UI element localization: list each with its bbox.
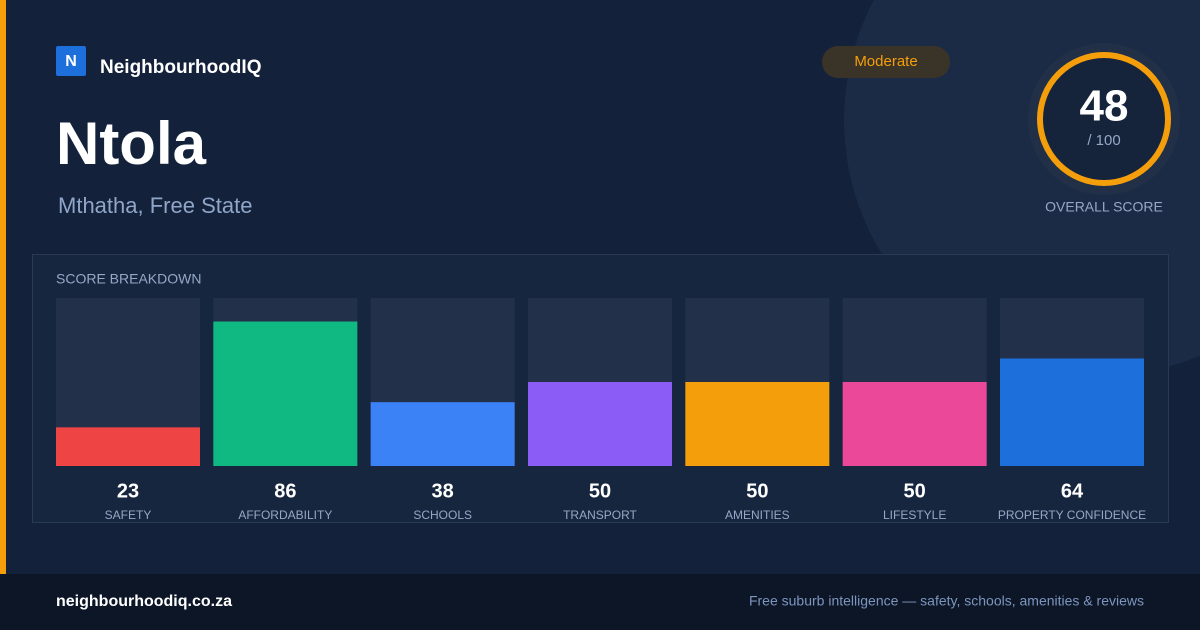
bar-label: SCHOOLS xyxy=(413,508,472,522)
bar-value: 23 xyxy=(117,480,139,502)
brand-name: NeighbourhoodIQ xyxy=(100,57,261,78)
bar xyxy=(528,382,672,466)
badge xyxy=(822,46,950,78)
bar-label: SAFETY xyxy=(105,508,152,522)
badge-text: Moderate xyxy=(854,53,917,70)
footer-bar xyxy=(0,574,1200,630)
breakdown-title: SCORE BREAKDOWN xyxy=(56,271,201,287)
bar xyxy=(685,382,830,466)
subtitle: Mthatha, Free State xyxy=(58,193,252,218)
score-label: OVERALL SCORE xyxy=(1045,199,1163,215)
bar-label: PROPERTY CONFIDENCE xyxy=(998,508,1146,522)
bar-value: 50 xyxy=(904,480,926,502)
bar xyxy=(842,382,987,466)
bar-label: AFFORDABILITY xyxy=(238,508,332,522)
bar-value: 50 xyxy=(746,480,768,502)
title: Ntola xyxy=(56,110,207,177)
bar xyxy=(1000,358,1144,466)
bar xyxy=(56,427,200,466)
bar-label: TRANSPORT xyxy=(563,508,637,522)
bar-value: 86 xyxy=(274,480,296,502)
logo xyxy=(56,46,86,76)
logo-letter: N xyxy=(65,53,77,70)
accent-strip xyxy=(0,0,6,574)
bar-value: 38 xyxy=(432,480,454,502)
score-ring xyxy=(1037,52,1171,186)
score-max: / 100 xyxy=(1087,132,1120,149)
footer-tagline: Free suburb intelligence — safety, schoo… xyxy=(749,593,1144,609)
bar-value: 50 xyxy=(589,480,611,502)
bar-label: LIFESTYLE xyxy=(883,508,946,522)
score-value: 48 xyxy=(1080,82,1129,131)
footer-site: neighbourhoodiq.co.za xyxy=(56,593,232,610)
bar xyxy=(370,402,515,466)
bar-value: 64 xyxy=(1061,480,1084,502)
bar xyxy=(213,321,358,466)
bar-label: AMENITIES xyxy=(725,508,790,522)
